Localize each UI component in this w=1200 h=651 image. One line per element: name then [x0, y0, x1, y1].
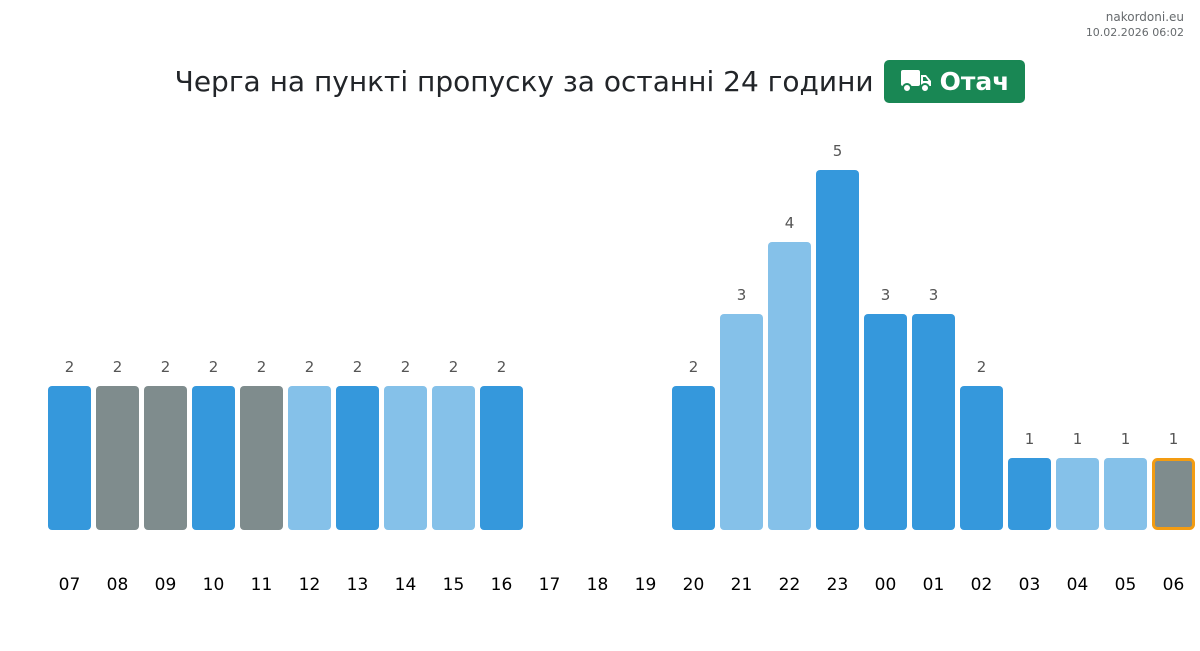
- bar-00: [864, 314, 907, 530]
- tick-label-14: 14: [395, 575, 417, 595]
- chart-title: Черга на пункті пропуску за останні 24 г…: [174, 64, 874, 98]
- truck-icon: [900, 69, 932, 93]
- bar-14: [384, 386, 427, 530]
- bar-22: [768, 242, 811, 530]
- bar-09: [144, 386, 187, 530]
- bar-21: [720, 314, 763, 530]
- tick-label-15: 15: [443, 575, 465, 595]
- value-label-02: 2: [977, 358, 987, 376]
- tick-label-19: 19: [635, 575, 657, 595]
- tick-label-11: 11: [251, 575, 273, 595]
- tick-label-22: 22: [779, 575, 801, 595]
- value-label-08: 2: [113, 358, 123, 376]
- tick-label-18: 18: [587, 575, 609, 595]
- bar-02: [960, 386, 1003, 530]
- value-label-13: 2: [353, 358, 363, 376]
- tick-label-08: 08: [107, 575, 129, 595]
- tick-label-00: 00: [875, 575, 897, 595]
- value-label-04: 1: [1073, 430, 1083, 448]
- bar-03: [1008, 458, 1051, 530]
- bar-12: [288, 386, 331, 530]
- tick-label-21: 21: [731, 575, 753, 595]
- value-label-20: 2: [689, 358, 699, 376]
- bar-23: [816, 170, 859, 530]
- tick-label-05: 05: [1115, 575, 1137, 595]
- value-label-07: 2: [65, 358, 75, 376]
- bar-20: [672, 386, 715, 530]
- value-label-16: 2: [497, 358, 507, 376]
- value-label-14: 2: [401, 358, 411, 376]
- timestamp: 10.02.2026 06:02: [1085, 26, 1184, 39]
- tick-label-02: 02: [971, 575, 993, 595]
- meta-info: nakordoni.eu 10.02.2026 06:02: [1086, 9, 1184, 40]
- bar-16: [480, 386, 523, 530]
- tick-label-07: 07: [59, 575, 81, 595]
- bar-08: [96, 386, 139, 530]
- tick-label-09: 09: [155, 575, 177, 595]
- bar-13: [336, 386, 379, 530]
- title-row: Черга на пункті пропуску за останні 24 г…: [0, 58, 1200, 104]
- bar-15: [432, 386, 475, 530]
- value-label-03: 1: [1025, 430, 1035, 448]
- value-label-10: 2: [209, 358, 219, 376]
- value-label-09: 2: [161, 358, 171, 376]
- bar-04: [1056, 458, 1099, 530]
- tick-label-01: 01: [923, 575, 945, 595]
- bar-06: [1152, 458, 1195, 530]
- value-label-12: 2: [305, 358, 315, 376]
- tick-label-12: 12: [299, 575, 321, 595]
- value-label-06: 1: [1169, 430, 1179, 448]
- tick-label-04: 04: [1067, 575, 1089, 595]
- value-label-11: 2: [257, 358, 267, 376]
- tick-label-03: 03: [1019, 575, 1041, 595]
- tick-label-13: 13: [347, 575, 369, 595]
- bar-01: [912, 314, 955, 530]
- tick-label-10: 10: [203, 575, 225, 595]
- tick-label-17: 17: [539, 575, 561, 595]
- site-name: nakordoni.eu: [1105, 10, 1184, 24]
- value-label-01: 3: [929, 286, 939, 304]
- bar-10: [192, 386, 235, 530]
- value-label-23: 5: [833, 142, 843, 160]
- tick-label-16: 16: [491, 575, 513, 595]
- checkpoint-name: Отач: [939, 66, 1010, 96]
- bar-07: [48, 386, 91, 530]
- value-label-15: 2: [449, 358, 459, 376]
- bar-11: [240, 386, 283, 530]
- checkpoint-badge: Отач: [883, 59, 1026, 103]
- value-label-21: 3: [737, 286, 747, 304]
- tick-label-20: 20: [683, 575, 705, 595]
- value-label-00: 3: [881, 286, 891, 304]
- bar-05: [1104, 458, 1147, 530]
- tick-label-06: 06: [1163, 575, 1185, 595]
- value-label-22: 4: [785, 214, 795, 232]
- value-label-05: 1: [1121, 430, 1131, 448]
- tick-label-23: 23: [827, 575, 849, 595]
